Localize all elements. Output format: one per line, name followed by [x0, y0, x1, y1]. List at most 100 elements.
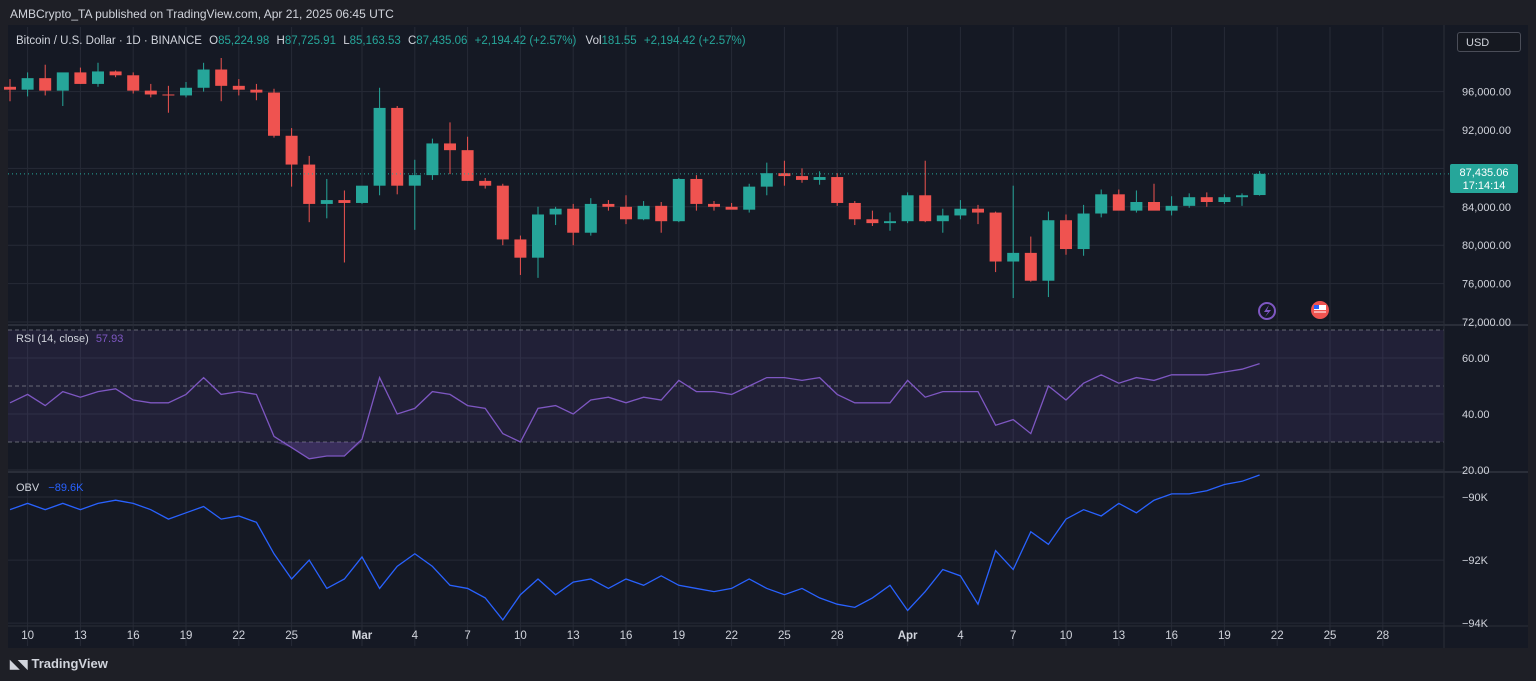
x-tick-label: 10 — [514, 630, 527, 642]
y-tick-label: −94K — [1462, 618, 1489, 630]
candle-body — [1148, 202, 1160, 211]
vol-label: Vol — [586, 35, 602, 47]
candle-body — [1042, 220, 1055, 281]
high-label: H — [277, 35, 285, 47]
x-tick-label: 4 — [957, 630, 964, 642]
candle-body — [1218, 197, 1231, 202]
candle-body — [901, 195, 914, 222]
panel-background — [8, 25, 1528, 648]
rsi-label: RSI (14, close) — [16, 333, 89, 345]
candle-body — [479, 180, 492, 186]
y-tick-label: 40.00 — [1462, 409, 1490, 421]
y-tick-label: 20.00 — [1462, 465, 1490, 477]
candle-body — [796, 176, 808, 180]
low-label: L — [343, 35, 350, 47]
x-tick-label: 22 — [232, 630, 245, 642]
flag-icon[interactable] — [1311, 301, 1329, 319]
x-tick-label: 25 — [778, 630, 791, 642]
obv-line-group — [9, 474, 1260, 622]
x-tick-label: 10 — [1060, 630, 1073, 642]
candle-body — [144, 90, 157, 95]
candle-body — [408, 175, 421, 186]
candle-body — [690, 178, 703, 204]
candle-body — [1112, 194, 1125, 211]
candle-body — [303, 164, 316, 204]
candle-body — [92, 71, 104, 84]
x-tick-label: 19 — [180, 630, 193, 642]
candle-body — [1095, 194, 1108, 214]
x-tick-label: 16 — [620, 630, 633, 642]
price-tag-countdown: 17:14:14 — [1463, 180, 1506, 192]
x-tick-label: 19 — [672, 630, 685, 642]
vol-change: +2,194.42 (+2.57%) — [644, 35, 746, 47]
candle-body — [866, 219, 879, 224]
y-tick-label: 84,000.00 — [1462, 202, 1511, 214]
candle-body — [162, 94, 175, 96]
candle-body — [1236, 195, 1248, 198]
rsi-legend: RSI (14, close) 57.93 — [16, 333, 123, 345]
candle-body — [391, 107, 404, 186]
x-tick-label: 16 — [1165, 630, 1178, 642]
obv-label: OBV — [16, 482, 40, 494]
candle-body — [1165, 205, 1178, 211]
candle-body — [268, 92, 280, 136]
candle-body — [954, 208, 967, 216]
obv-line — [9, 474, 1260, 622]
candle-body — [760, 173, 773, 187]
candle-body — [743, 186, 756, 210]
candle-body — [620, 206, 632, 220]
candle-body — [884, 221, 896, 224]
candle-body — [936, 215, 949, 222]
candle-body — [250, 89, 263, 93]
x-tick-label: 16 — [127, 630, 140, 642]
y-tick-label: 60.00 — [1462, 353, 1490, 365]
pane-separators — [8, 25, 1528, 648]
candle-body — [1007, 252, 1020, 262]
currency-selector[interactable]: USD — [1457, 32, 1521, 52]
open-value: 85,224.98 — [218, 35, 269, 47]
y-tick-label: 72,000.00 — [1462, 317, 1511, 329]
candle-body — [972, 208, 984, 213]
price-axis: 96,000.0092,000.0088,000.0084,000.0080,0… — [1462, 87, 1511, 630]
candle-body — [602, 203, 615, 207]
candle-body — [496, 185, 509, 240]
legend-line: Bitcoin / U.S. Dollar · 1D · BINANCE O85… — [16, 35, 746, 47]
obv-value: −89.6K — [48, 482, 84, 494]
x-tick-label: 7 — [464, 630, 470, 642]
candle-body — [21, 78, 34, 90]
tradingview-brand[interactable]: ◣◥ TradingView — [10, 656, 108, 671]
lightning-icon[interactable] — [1258, 302, 1276, 320]
time-axis: 10 13 16 19 22 25 Mar 4 7 10 13 16 19 22 25 28 Apr 4 7 10 13… — [21, 630, 1389, 642]
candle-body — [655, 205, 668, 222]
x-tick-label: 7 — [1010, 630, 1016, 642]
candle-body — [919, 195, 932, 222]
high-value: 87,725.91 — [285, 35, 336, 47]
x-tick-label: 13 — [567, 630, 580, 642]
rsi-line — [9, 362, 1260, 460]
candle-body — [1253, 173, 1266, 196]
low-value: 85,163.53 — [350, 35, 401, 47]
candle-body — [708, 203, 720, 207]
y-tick-label: −90K — [1462, 492, 1489, 504]
rsi-band — [8, 329, 1444, 443]
vol-value: 181.55 — [602, 35, 637, 47]
candle-body — [831, 177, 844, 203]
symbol-label: Bitcoin / U.S. Dollar · 1D · BINANCE — [16, 35, 202, 47]
x-tick-label: 13 — [1112, 630, 1125, 642]
y-tick-label: 80,000.00 — [1462, 240, 1511, 252]
candle-body — [1130, 202, 1143, 211]
candle-body — [848, 202, 861, 220]
change-value: +2,194.42 (+2.57%) — [475, 35, 577, 47]
candle-body — [285, 135, 298, 165]
x-tick-label: 13 — [74, 630, 87, 642]
candle-body — [320, 200, 333, 204]
candle-body — [1077, 213, 1090, 250]
candle-body — [426, 143, 439, 176]
x-tick-label: 22 — [1271, 630, 1284, 642]
candle-body — [356, 185, 368, 203]
candle-body — [514, 239, 527, 258]
candle-body — [1024, 252, 1037, 281]
obv-legend: OBV −89.6K — [16, 482, 84, 494]
close-label: C — [408, 35, 416, 47]
